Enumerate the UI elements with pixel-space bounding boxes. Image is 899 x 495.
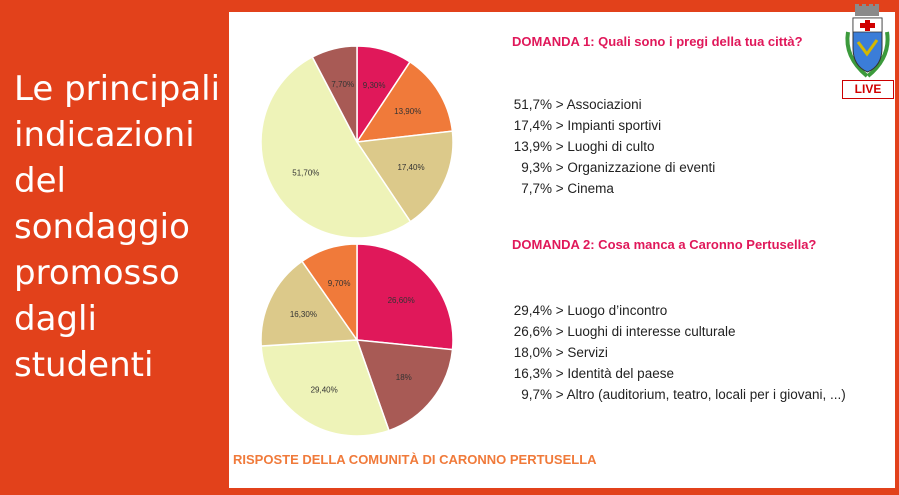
pie-chart-question-2: 26,60% 18% 29,40% 16,30% 9,70% — [260, 243, 454, 437]
answer-item: 18,0% > Servizi — [499, 342, 846, 363]
answer-text: > Cinema — [552, 181, 614, 196]
answer-text: > Impianti sportivi — [552, 118, 662, 133]
answer-percentage: 51,7% — [513, 97, 552, 112]
pie-slice-label: 29,40% — [311, 386, 338, 395]
answer-text: > Organizzazione di eventi — [552, 160, 716, 175]
pie-slice-label: 9,30% — [363, 81, 386, 90]
answer-text: > Identità del paese — [552, 366, 674, 381]
pie-slice-label: 13,90% — [394, 107, 421, 116]
answer-item: 9,3% > Organizzazione di eventi — [499, 157, 715, 178]
footer-title: RISPOSTE DELLA COMUNITÀ DI CARONNO PERTU… — [233, 452, 597, 467]
pie-chart-question-1: 9,30% 13,90% 17,40% 51,70% 7,70% — [260, 45, 454, 239]
answer-text: > Luoghi di culto — [552, 139, 655, 154]
answer-percentage: 13,9% — [513, 139, 552, 154]
answer-text: > Luogo d’incontro — [552, 303, 668, 318]
pie-slice — [260, 260, 359, 347]
answer-percentage: 17,4% — [513, 118, 552, 133]
pie-slice — [260, 56, 412, 239]
pie-slice-label: 26,60% — [388, 296, 415, 305]
answer-percentage: 26,6% — [513, 324, 552, 339]
question-2-title: DOMANDA 2: Cosa manca a Caronno Pertusel… — [512, 237, 817, 252]
answer-text: > Altro (auditorium, teatro, locali per … — [552, 387, 846, 402]
pie-slice — [356, 243, 454, 351]
pie-slice-label: 18% — [396, 373, 412, 382]
pie-slice-label: 7,70% — [331, 80, 354, 89]
pie-slice — [355, 130, 454, 223]
answer-percentage: 16,3% — [513, 366, 552, 381]
answer-percentage: 18,0% — [513, 345, 552, 360]
answer-item: 17,4% > Impianti sportivi — [499, 115, 715, 136]
question-2-answers: 29,4% > Luogo d’incontro 26,6% > Luoghi d… — [499, 300, 846, 405]
coat-of-arms-icon — [845, 4, 890, 78]
pie-slice-label: 17,40% — [397, 163, 424, 172]
question-1-answers: 51,7% > Associazioni 17,4% > Impianti spo… — [499, 94, 716, 199]
slide-content: 9,30% 13,90% 17,40% 51,70% 7,70% 26,60% 18% 29… — [229, 12, 895, 488]
answer-item: 9,7% > Altro (auditorium, teatro, locali… — [499, 384, 846, 405]
answer-item: 26,6% > Luoghi di interesse culturale — [499, 321, 846, 342]
answer-percentage: 9,3% — [521, 160, 552, 175]
pie-slice — [301, 243, 358, 343]
pie-slice-label: 16,30% — [290, 310, 317, 319]
answer-item: 13,9% > Luoghi di culto — [499, 136, 715, 157]
answer-item: 29,4% > Luogo d’incontro — [499, 300, 846, 321]
answer-item: 16,3% > Identità del paese — [499, 363, 846, 384]
answer-item: 51,7% > Associazioni — [499, 94, 715, 115]
answer-text: > Servizi — [552, 345, 608, 360]
slide-side-title: Le principali indicazioni del sondaggio … — [14, 69, 221, 385]
pie-slice-label: 9,70% — [328, 279, 351, 288]
live-badge: LIVE — [842, 80, 894, 99]
answer-percentage: 7,7% — [521, 181, 552, 196]
pie-slice — [311, 45, 358, 143]
answer-percentage: 9,7% — [521, 387, 552, 402]
pie-slice — [355, 339, 454, 432]
pie-slice — [260, 339, 390, 437]
pie-slice — [355, 60, 454, 143]
answer-text: > Associazioni — [552, 97, 642, 112]
answer-text: > Luoghi di interesse culturale — [552, 324, 736, 339]
pie-slice-label: 51,70% — [292, 168, 319, 177]
question-1-title: DOMANDA 1: Quali sono i pregi della tua … — [512, 34, 803, 49]
answer-item: 7,7% > Cinema — [499, 178, 715, 199]
answer-percentage: 29,4% — [513, 303, 552, 318]
